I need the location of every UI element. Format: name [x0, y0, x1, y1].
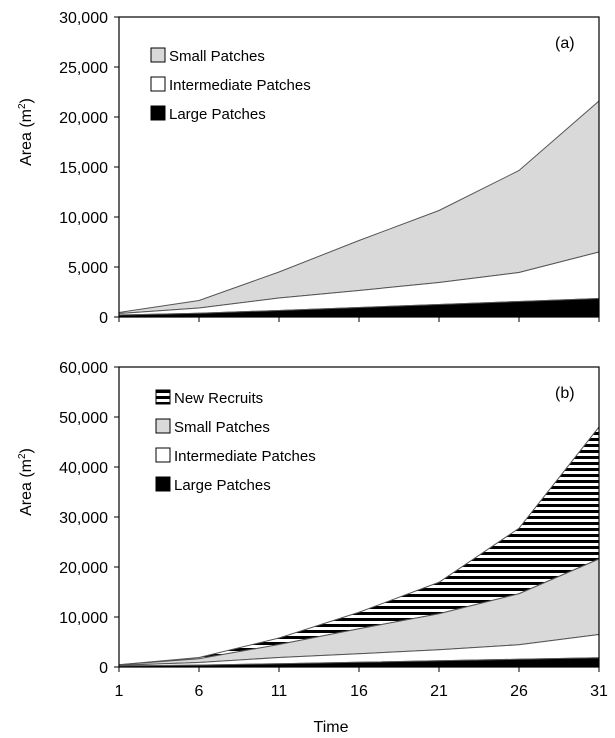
- y-axis-title: Area (m2): [17, 98, 35, 166]
- y-axis-title-close: ): [18, 98, 35, 103]
- x-tick-label: 31: [590, 683, 608, 700]
- legend-label-new-recruits: New Recruits: [174, 390, 263, 407]
- y-tick-label: 0: [99, 660, 108, 677]
- y-axis-title: Area (m2): [17, 448, 35, 516]
- x-tick-label: 21: [430, 683, 448, 700]
- legend-label-large-patches: Large Patches: [174, 477, 271, 494]
- y-tick-label: 10,000: [59, 610, 108, 627]
- legend-label-small-patches: Small Patches: [174, 419, 270, 436]
- legend-label-intermediate-patches: Intermediate Patches: [174, 448, 316, 465]
- legend-swatch-small-patches: [155, 418, 171, 434]
- x-axis-title: Time: [314, 719, 349, 736]
- panel-label: (a): [555, 35, 575, 52]
- legend-swatch-large-patches: [155, 476, 171, 492]
- y-tick-label: 20,000: [59, 110, 108, 127]
- y-tick-label: 25,000: [59, 60, 108, 77]
- panel-a-chart: 0 5,000 10,000 15,000 20,000 25,000 30,000 Area…: [17, 10, 600, 327]
- y-tick-label: 30,000: [59, 10, 108, 27]
- y-tick-label: 50,000: [59, 410, 108, 427]
- y-axis-title-sup: 2: [17, 103, 28, 109]
- legend-label-intermediate-patches: Intermediate Patches: [169, 77, 311, 94]
- y-tick-label: 20,000: [59, 560, 108, 577]
- legend-swatch-intermediate-patches: [150, 76, 166, 92]
- y-tick-label: 60,000: [59, 360, 108, 377]
- y-tick-label: 5,000: [68, 260, 108, 277]
- legend-label-small-patches: Small Patches: [169, 48, 265, 65]
- y-axis-title-sup: 2: [17, 453, 28, 459]
- y-axis-title-main: Area (m: [18, 459, 35, 516]
- y-axis-title-main: Area (m: [18, 109, 35, 166]
- y-tick-label: 0: [99, 310, 108, 327]
- legend-swatch-intermediate-patches: [155, 447, 171, 463]
- x-tick-label: 1: [115, 683, 124, 700]
- x-tick-label: 11: [271, 683, 288, 700]
- legend-swatch-new-recruits: [155, 389, 171, 405]
- y-tick-label: 40,000: [59, 460, 108, 477]
- legend-swatch-large-patches: [150, 105, 166, 121]
- x-tick-label: 6: [195, 683, 204, 700]
- y-tick-label: 10,000: [59, 210, 108, 227]
- legend-swatch-small-patches: [150, 47, 166, 63]
- x-tick-label: 16: [350, 683, 368, 700]
- panel-label: (b): [555, 385, 575, 402]
- x-tick-label: 26: [510, 683, 528, 700]
- y-axis-title-close: ): [18, 448, 35, 453]
- legend-label-large-patches: Large Patches: [169, 106, 266, 123]
- y-tick-label: 30,000: [59, 510, 108, 527]
- y-tick-label: 15,000: [59, 160, 108, 177]
